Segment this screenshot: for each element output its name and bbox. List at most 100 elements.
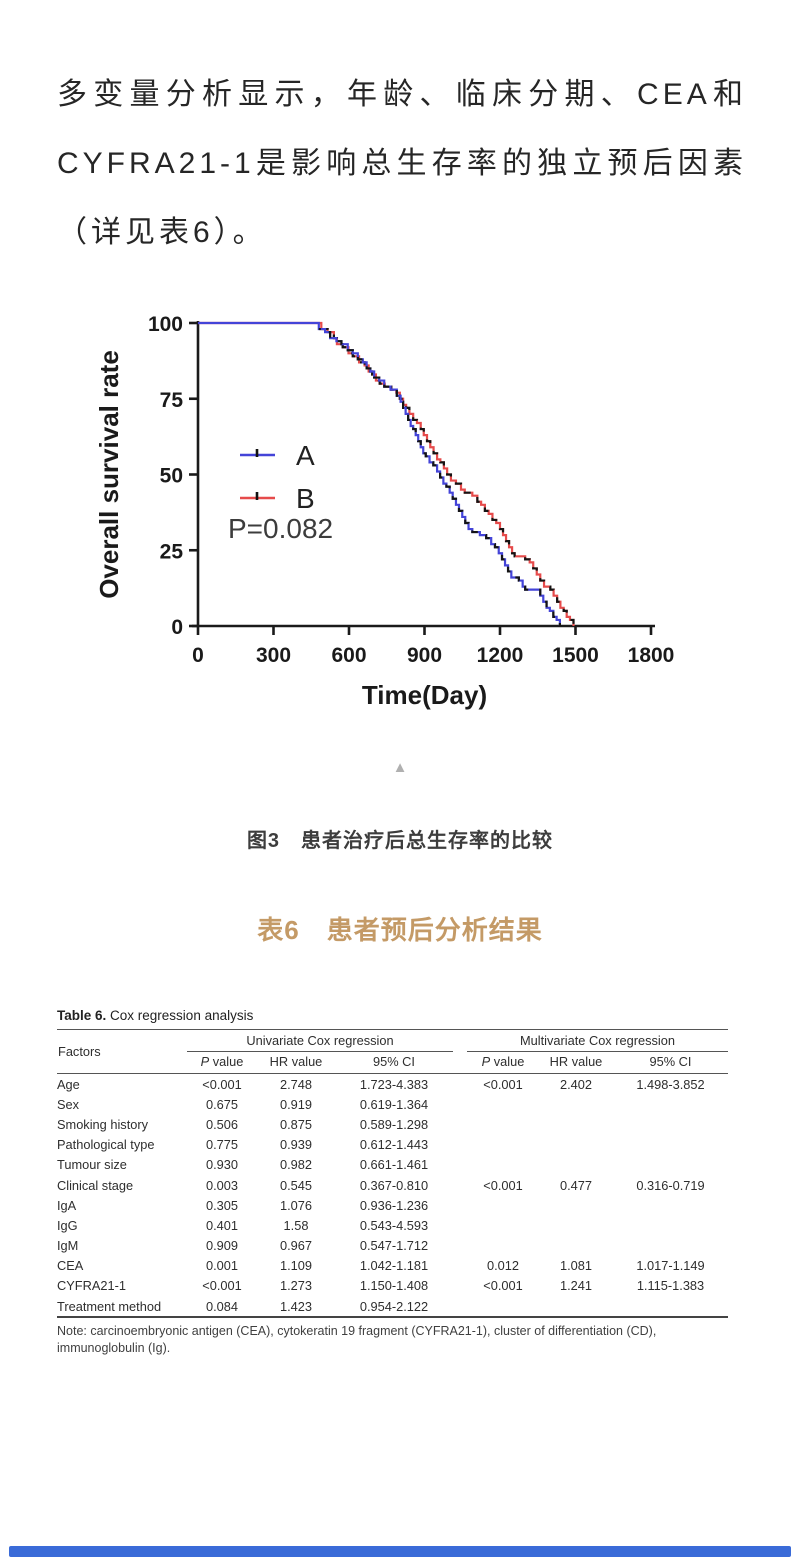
group-header-row: Factors Univariate Cox regression Multiv… — [57, 1029, 728, 1074]
table-row: Sex 0.675 0.919 0.619-1.364 — [57, 1094, 728, 1114]
cell-m-p: <0.001 — [483, 1076, 523, 1092]
x-tick-label: 1200 — [477, 644, 524, 667]
cell-u-ci: 0.612-1.443 — [359, 1137, 429, 1153]
cell-u-hr: 0.919 — [279, 1096, 313, 1112]
table-row: CEA 0.001 1.109 1.042-1.181 0.012 1.081 1.017-… — [57, 1256, 728, 1276]
cell-u-p: 0.675 — [205, 1096, 239, 1112]
cell-m-hr — [539, 1094, 613, 1114]
cell-m-p — [467, 1296, 539, 1317]
cell-m-p — [467, 1135, 539, 1155]
cell-u-ci: 0.936-1.236 — [359, 1197, 429, 1213]
header-u-ci: 95% CI — [335, 1051, 453, 1074]
cell-u-hr: 0.982 — [279, 1157, 313, 1173]
cell-m-hr — [539, 1296, 613, 1317]
cell-u-p: 0.305 — [205, 1197, 239, 1213]
cell-m-hr — [539, 1215, 613, 1235]
x-tick-label: 1800 — [628, 644, 675, 667]
body-paragraph: 多变量分析显示，年龄、临床分期、CEA和CYFRA21-1是影响总生存率的独立预… — [57, 78, 747, 249]
cell-u-ci: 0.367-0.810 — [359, 1177, 429, 1193]
cell-u-p: 0.003 — [205, 1177, 239, 1193]
cell-m-hr — [539, 1195, 613, 1215]
cell-u-p: 0.930 — [205, 1157, 239, 1173]
cell-u-ci: 1.723-4.383 — [359, 1076, 429, 1092]
y-tick-label: 100 — [148, 313, 183, 336]
x-tick-label: 900 — [407, 644, 442, 667]
cell-m-ci — [613, 1155, 728, 1175]
table-row: Tumour size 0.930 0.982 0.661-1.461 — [57, 1155, 728, 1175]
cell-m-ci: 1.115-1.383 — [636, 1278, 705, 1294]
cell-u-hr: 1.076 — [279, 1197, 313, 1213]
survival-chart-figure: 0 300 600 900 1200 1500 1800 0 25 50 75 100 Overall … — [0, 295, 800, 725]
cell-m-p — [467, 1236, 539, 1256]
cell-factor: Clinical stage — [57, 1177, 134, 1193]
cell-m-ci — [613, 1094, 728, 1114]
table-caption-bold: Table 6. — [57, 1008, 107, 1023]
header-m-hr: HR value — [539, 1051, 613, 1074]
collapse-triangle-icon[interactable]: ▲ — [392, 759, 408, 776]
cell-u-hr: 0.875 — [279, 1116, 313, 1132]
cell-u-hr: 1.58 — [283, 1217, 309, 1233]
cell-m-hr — [539, 1236, 613, 1256]
cell-factor: CEA — [57, 1258, 84, 1274]
cell-u-ci: 0.543-4.593 — [359, 1217, 429, 1233]
cell-gap — [453, 1276, 467, 1296]
cell-u-p: 0.909 — [205, 1238, 239, 1254]
table-row: Treatment method 0.084 1.423 0.954-2.122 — [57, 1296, 728, 1317]
series-b-overlay — [321, 327, 575, 626]
cell-factor: Age — [57, 1076, 80, 1092]
p-italic: P — [200, 1054, 210, 1069]
cell-m-ci — [613, 1215, 728, 1235]
cell-u-ci: 0.589-1.298 — [359, 1116, 429, 1132]
header-u-pvalue: P value — [187, 1051, 257, 1074]
legend-label-a: A — [296, 440, 315, 471]
x-tick-label: 0 — [192, 644, 204, 667]
table-title-cn: 表6 患者预后分析结果 — [257, 915, 543, 945]
cell-m-hr: 1.081 — [559, 1258, 593, 1274]
p-value-annotation: P=0.082 — [228, 513, 333, 544]
header-m-pvalue: P value — [467, 1051, 539, 1074]
legend-label-b: B — [296, 483, 315, 514]
cell-factor: CYFRA21-1 — [57, 1278, 126, 1294]
cell-factor: Smoking history — [57, 1116, 149, 1132]
cell-factor: Treatment method — [57, 1298, 162, 1314]
cell-u-hr: 2.748 — [279, 1076, 313, 1092]
cox-regression-table: Factors Univariate Cox regression Multiv… — [57, 1029, 728, 1318]
p-rest: value — [490, 1054, 525, 1069]
cell-u-hr: 0.545 — [279, 1177, 313, 1193]
cell-m-ci — [613, 1114, 728, 1134]
cell-gap — [453, 1215, 467, 1235]
cell-gap — [453, 1094, 467, 1114]
cell-m-ci — [613, 1236, 728, 1256]
table-row: Smoking history 0.506 0.875 0.589-1.298 — [57, 1114, 728, 1134]
cell-m-hr: 2.402 — [559, 1076, 593, 1092]
cell-gap — [453, 1256, 467, 1276]
cell-m-hr: 1.241 — [559, 1278, 593, 1294]
cell-gap — [453, 1236, 467, 1256]
cell-m-ci: 1.017-1.149 — [636, 1258, 705, 1274]
header-u-hr: HR value — [257, 1051, 335, 1074]
survival-chart: 0 300 600 900 1200 1500 1800 0 25 50 75 100 Overall … — [94, 313, 675, 710]
cell-factor: Tumour size — [57, 1157, 127, 1173]
header-m-ci: 95% CI — [613, 1051, 728, 1074]
table-row: IgA 0.305 1.076 0.936-1.236 — [57, 1195, 728, 1215]
cell-m-hr — [539, 1155, 613, 1175]
sub-header-row: P value HR value 95% CI P value HR value… — [57, 1051, 728, 1074]
cell-m-hr: 0.477 — [559, 1177, 593, 1193]
x-axis-title: Time(Day) — [362, 680, 487, 710]
cell-factor: IgG — [57, 1217, 78, 1233]
cell-m-p: <0.001 — [483, 1177, 523, 1193]
cell-gap — [453, 1195, 467, 1215]
cell-gap — [453, 1135, 467, 1155]
series-a-overlay — [318, 327, 561, 626]
header-factors: Factors — [57, 1029, 187, 1074]
cell-u-p: 0.775 — [205, 1137, 239, 1153]
cox-table-block: Table 6. Cox regression analysis Factors… — [57, 1008, 728, 1370]
cell-u-p: <0.001 — [202, 1278, 242, 1294]
cell-gap — [453, 1114, 467, 1134]
cell-u-ci: 0.619-1.364 — [359, 1096, 429, 1112]
table-caption-rest: Cox regression analysis — [106, 1008, 254, 1023]
table-row: Pathological type 0.775 0.939 0.612-1.443 — [57, 1135, 728, 1155]
cell-gap — [453, 1296, 467, 1317]
cell-m-p — [467, 1114, 539, 1134]
